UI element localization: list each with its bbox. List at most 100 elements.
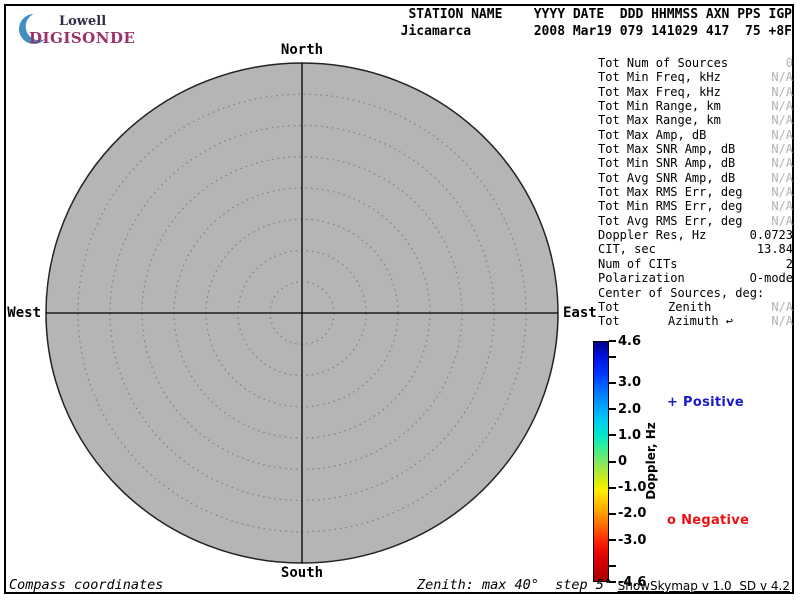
colorbar-tick — [609, 355, 616, 358]
info-row-value: N/A — [771, 99, 793, 114]
compass-label-east: East — [563, 305, 597, 321]
info-row-label: Tot Num of Sources — [598, 56, 729, 70]
info-row-label: Tot Max Range, km — [598, 113, 721, 128]
info-row-label: Center of Sources, deg: — [598, 285, 765, 300]
colorbar-title: Doppler, Hz — [644, 422, 658, 500]
footer-zenith-info: Zenith: max 40° step 5° — [417, 577, 613, 593]
header-columns: STATION NAME YYYY DATE DDD HHMMSS AXN PP… — [400, 7, 792, 22]
colorbar-tick-label: -3.0 — [618, 532, 647, 548]
info-row: Tot Max Freq, kHz N/A — [598, 85, 794, 99]
info-row-label: Tot Min RMS Err, deg — [598, 199, 743, 214]
info-row-label: Tot Avg RMS Err, deg — [598, 213, 743, 228]
info-row-sublabel: Azimuth ↩ — [668, 314, 734, 329]
info-row-value: 0.0723 — [749, 228, 793, 243]
info-row-label: Tot Min Range, km — [598, 99, 721, 114]
info-row-value: N/A — [771, 127, 793, 142]
colorbar-gradient — [593, 341, 609, 582]
info-row: Doppler Res, Hz 0.0723 — [598, 228, 794, 242]
info-row-label: Tot Max SNR Amp, dB — [598, 142, 736, 157]
plus-marker-icon: + — [667, 395, 679, 410]
info-row: Center of Sources, deg: — [598, 286, 794, 300]
colorbar-tick — [609, 486, 616, 489]
info-row: Tot Avg RMS Err, deg N/A — [598, 214, 794, 228]
colorbar-tick-label: 0 — [618, 454, 628, 469]
colorbar-tick — [609, 460, 616, 463]
info-row: Tot Max RMS Err, deg N/A — [598, 185, 794, 199]
footer-coordinate-system: Compass coordinates — [9, 577, 164, 593]
info-row-label: Doppler Res, Hz — [598, 228, 707, 243]
logo-product: DIGISONDE — [29, 29, 136, 47]
info-row-label: Tot Avg SNR Amp, dB — [598, 170, 736, 185]
info-row-label: Num of CITs — [598, 256, 678, 271]
info-row: Tot Max Range, km N/A — [598, 113, 794, 127]
info-row-value: 0 — [785, 56, 793, 70]
info-row-label: Tot — [598, 314, 620, 329]
info-row-sublabel: Zenith — [668, 299, 712, 314]
footer-version: ShowSkymap v 1.0 SD v 4.2 — [617, 579, 790, 593]
compass-label-south: South — [280, 565, 324, 581]
info-row-value: N/A — [771, 299, 793, 314]
info-row-value: N/A — [771, 156, 793, 171]
info-row-label: Tot Max RMS Err, deg — [598, 185, 743, 200]
info-row: Num of CITs 2 — [598, 257, 794, 271]
colorbar-tick-label: 2.0 — [618, 401, 642, 417]
info-row: Tot Max Amp, dB N/A — [598, 128, 794, 142]
circle-marker-icon: o — [667, 513, 677, 528]
info-row-value: N/A — [771, 70, 793, 85]
colorbar-tick — [609, 512, 616, 515]
info-row-value: 13.84 — [756, 242, 793, 257]
info-row-value: N/A — [771, 84, 793, 99]
info-row-value: N/A — [771, 142, 793, 157]
colorbar-tick — [609, 434, 616, 437]
colorbar-tick — [609, 408, 616, 411]
colorbar-tick-label: -1.0 — [618, 480, 647, 496]
colorbar-tick-label: 3.0 — [618, 375, 642, 391]
info-row: Tot Min Range, km N/A — [598, 99, 794, 113]
info-row: Polarization O-mode — [598, 271, 794, 285]
colorbar-tick-label: -4.6 — [618, 574, 647, 590]
crescent-icon — [19, 12, 54, 44]
colorbar-tick — [609, 565, 616, 568]
colorbar-tick — [609, 539, 616, 542]
info-row: Tot Max SNR Amp, dB N/A — [598, 142, 794, 156]
colorbar-tick — [609, 340, 616, 342]
info-row-label: CIT, sec — [598, 242, 656, 257]
legend-negative-label: Negative — [681, 513, 750, 528]
info-row-label: Tot Max Amp, dB — [598, 127, 707, 142]
info-row: Tot Min RMS Err, deg N/A — [598, 199, 794, 213]
info-row-label: Tot Min SNR Amp, dB — [598, 156, 736, 171]
info-row-label: Tot Min Freq, kHz — [598, 70, 721, 85]
info-row: CIT, sec 13.84 — [598, 242, 794, 256]
info-table: Tot Num of Sources 0 Tot Min Freq, kHz N/A T… — [598, 56, 794, 329]
header-values: Jicamarca 2008 Mar19 079 141029 417 75 +… — [400, 24, 792, 39]
colorbar-tick-label: 4.6 — [618, 333, 642, 349]
info-row: Tot Num of Sources 0 — [598, 56, 794, 70]
info-row-label: Polarization — [598, 271, 685, 286]
info-row: Tot Avg SNR Amp, dB N/A — [598, 171, 794, 185]
info-row: Tot Min Freq, kHz N/A — [598, 70, 794, 84]
info-row-value: N/A — [771, 314, 793, 329]
compass-label-west: West — [7, 305, 41, 321]
lowell-digisonde-logo: Lowell DIGISONDE — [12, 8, 162, 48]
info-row-value: N/A — [771, 213, 793, 228]
logo-name: Lowell — [59, 14, 107, 29]
info-row-label: Tot Max Freq, kHz — [598, 84, 721, 99]
colorbar-tick — [609, 581, 616, 583]
colorbar-tick — [609, 381, 616, 384]
info-row-value: 2 — [785, 256, 793, 271]
info-row: Tot Azimuth ↩ N/A — [598, 314, 794, 328]
colorbar-tick-label: 1.0 — [618, 427, 642, 443]
legend-negative: o Negative — [667, 513, 749, 528]
info-row: Tot Min SNR Amp, dB N/A — [598, 156, 794, 170]
legend-positive-label: Positive — [683, 395, 745, 410]
info-row-label: Tot — [598, 299, 620, 314]
colorbar-tick-label: -2.0 — [618, 506, 647, 522]
info-row-value: N/A — [771, 199, 793, 214]
info-row-value: N/A — [771, 185, 793, 200]
info-row-value: O-mode — [749, 271, 793, 286]
legend-positive: + Positive — [667, 395, 744, 410]
info-row-value: N/A — [771, 113, 793, 128]
station-header: STATION NAME YYYY DATE DDD HHMMSS AXN PP… — [401, 6, 792, 40]
